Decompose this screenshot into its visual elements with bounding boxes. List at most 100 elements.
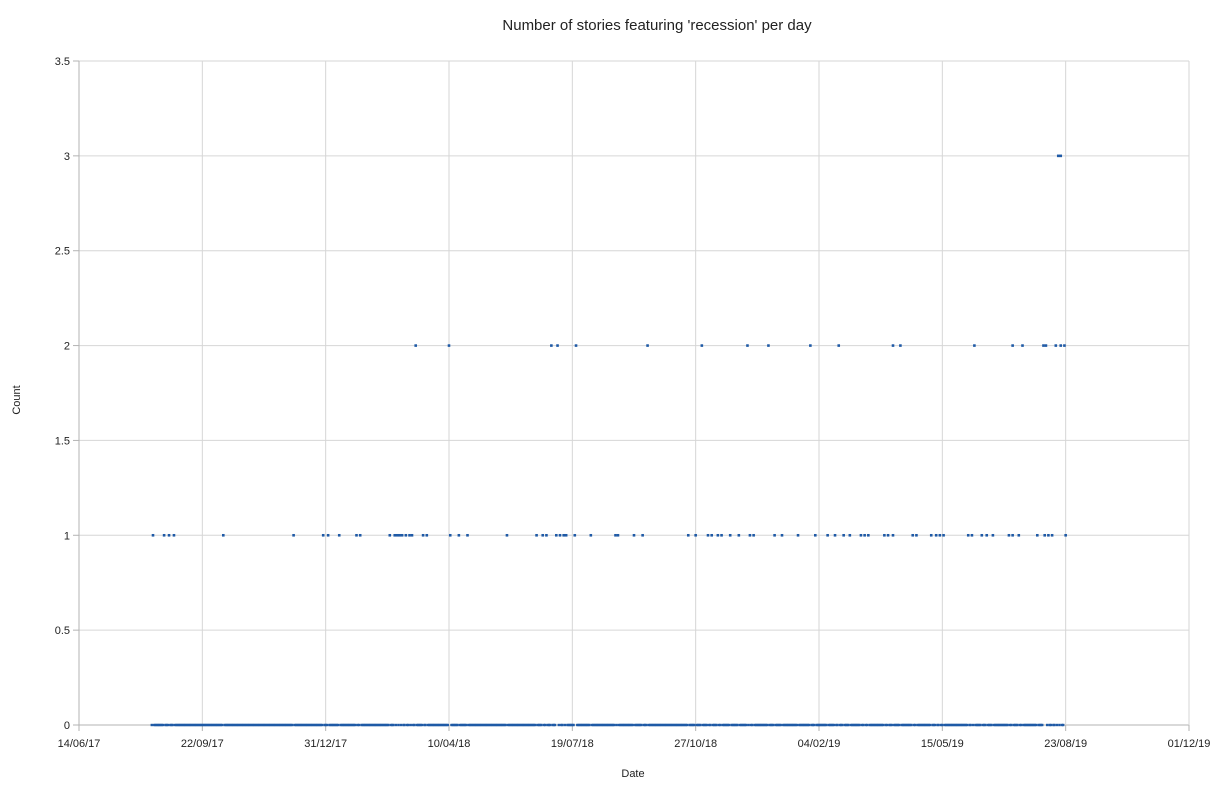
data-point — [899, 344, 902, 347]
data-point — [715, 723, 718, 727]
data-point — [621, 723, 625, 727]
data-point — [531, 723, 535, 727]
data-point — [912, 723, 916, 727]
data-point — [933, 723, 937, 727]
data-point — [695, 723, 699, 727]
data-point — [1053, 723, 1056, 727]
data-point — [735, 723, 738, 727]
data-point — [773, 533, 776, 537]
data-point — [675, 723, 679, 727]
data-point — [716, 533, 720, 537]
data-point — [955, 723, 959, 727]
data-point — [455, 723, 458, 727]
data-point — [228, 723, 231, 727]
data-point — [511, 723, 515, 727]
data-point — [763, 723, 766, 727]
data-point — [230, 723, 234, 727]
data-point — [590, 723, 594, 727]
data-point — [288, 723, 292, 727]
data-point — [758, 723, 761, 727]
data-point — [465, 723, 468, 727]
data-point — [768, 723, 771, 727]
data-point — [814, 533, 817, 537]
data-point — [160, 723, 163, 727]
data-point — [476, 723, 479, 727]
data-point — [445, 723, 448, 727]
data-point — [815, 723, 818, 727]
data-point — [969, 723, 972, 727]
data-point — [703, 723, 706, 727]
data-point — [357, 723, 361, 727]
data-point — [1018, 723, 1022, 727]
data-point — [576, 723, 579, 727]
data-point — [392, 723, 395, 727]
data-point — [968, 723, 971, 727]
data-point — [737, 533, 741, 537]
data-point — [888, 723, 891, 727]
data-point — [643, 723, 647, 727]
data-point — [218, 723, 221, 727]
data-point — [356, 723, 359, 727]
data-point — [1045, 723, 1049, 727]
data-point — [412, 723, 415, 727]
data-point — [1041, 723, 1044, 727]
data-point — [883, 533, 886, 537]
data-point — [686, 533, 690, 537]
data-point — [178, 723, 182, 727]
data-point — [424, 723, 427, 727]
data-point — [743, 723, 747, 727]
data-point — [593, 723, 596, 727]
data-point — [587, 723, 590, 727]
data-point — [927, 723, 930, 727]
data-point — [662, 723, 665, 727]
data-point — [510, 723, 514, 727]
data-point — [361, 723, 364, 727]
data-point — [257, 723, 261, 727]
data-point — [897, 723, 901, 727]
data-point — [801, 723, 805, 727]
data-point — [918, 723, 922, 727]
data-point — [915, 533, 918, 537]
data-point — [991, 533, 995, 537]
data-point — [157, 723, 161, 727]
data-point — [337, 533, 341, 537]
data-point — [626, 723, 630, 727]
data-point — [351, 723, 354, 727]
data-point — [1052, 723, 1055, 727]
data-point — [296, 723, 299, 727]
data-point — [372, 723, 375, 727]
data-point — [409, 723, 412, 727]
x-tick-label: 04/02/19 — [798, 738, 841, 750]
data-point — [428, 723, 431, 727]
data-point — [1059, 344, 1063, 347]
data-point — [377, 723, 380, 727]
data-point — [225, 723, 229, 727]
data-point — [1033, 723, 1037, 727]
data-point — [616, 533, 620, 537]
data-point — [909, 723, 912, 727]
data-point — [696, 723, 700, 727]
data-point — [239, 723, 242, 727]
data-point — [471, 723, 474, 727]
data-point — [235, 723, 239, 727]
data-point — [170, 723, 173, 727]
data-point — [622, 723, 626, 727]
data-point — [884, 723, 887, 727]
x-tick-label: 23/08/19 — [1044, 738, 1087, 750]
data-point — [624, 723, 627, 727]
data-point — [397, 723, 400, 727]
data-point — [786, 723, 790, 727]
data-point — [844, 723, 848, 727]
x-tick-label: 10/04/18 — [428, 738, 471, 750]
data-point — [706, 533, 710, 537]
data-point — [877, 723, 880, 727]
data-point — [996, 723, 1000, 727]
data-point — [384, 723, 388, 727]
data-point — [657, 723, 660, 727]
data-point — [995, 723, 998, 727]
data-point — [851, 723, 854, 727]
data-point — [1016, 723, 1019, 727]
data-point — [373, 723, 377, 727]
data-point — [339, 723, 342, 727]
data-point — [466, 533, 469, 537]
